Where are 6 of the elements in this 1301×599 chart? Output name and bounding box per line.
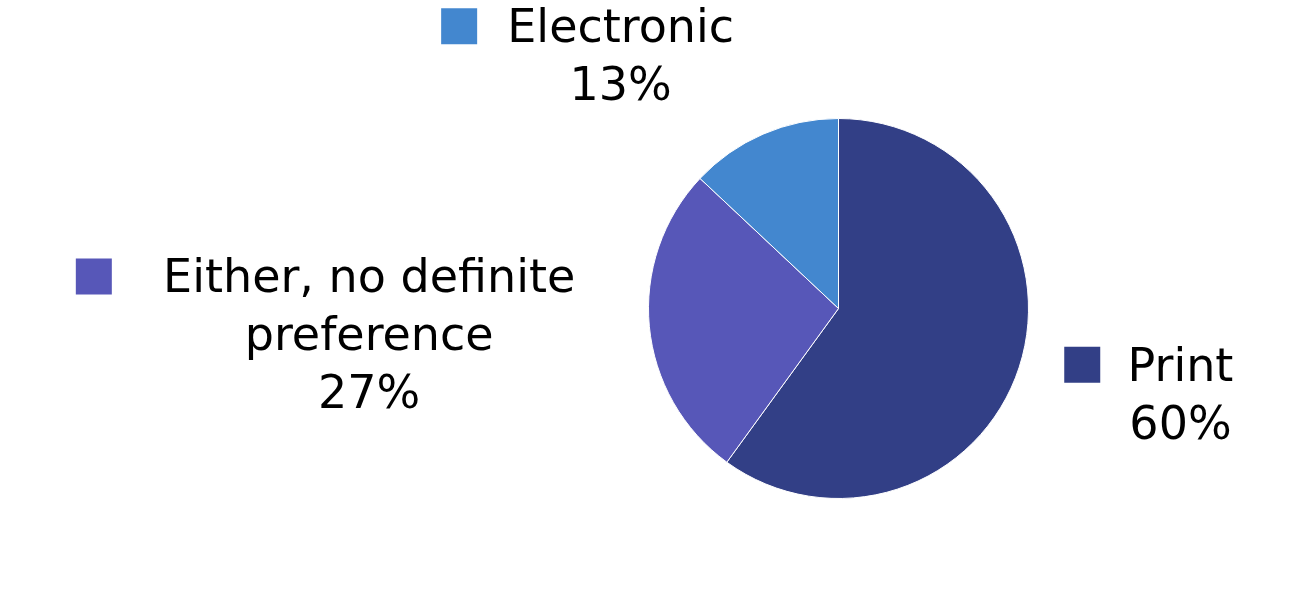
legend-label: Either, no definite preference xyxy=(163,249,576,362)
legend-label: Electronic xyxy=(507,0,735,54)
data-label: 60% xyxy=(1129,395,1232,450)
legend-label: Print xyxy=(1127,337,1234,392)
data-label: 27% xyxy=(318,365,421,420)
data-label: 13% xyxy=(569,57,672,112)
